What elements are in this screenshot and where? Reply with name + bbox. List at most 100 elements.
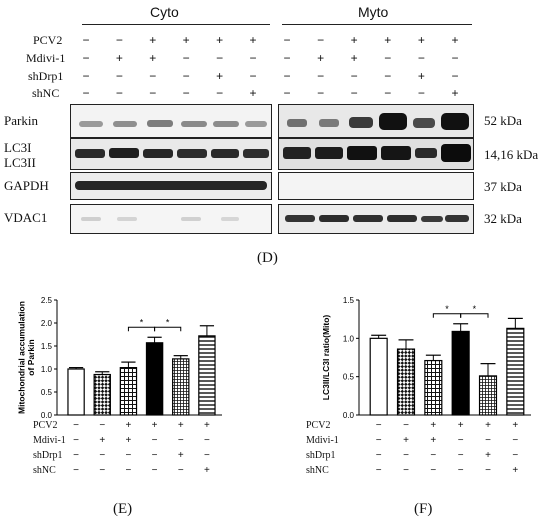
y-tick-label: 1.0 — [343, 334, 355, 343]
treatment-sign: + — [216, 69, 224, 83]
treatment-label-shdrp1: shDrp1 — [28, 69, 64, 83]
treatment-sign: − — [384, 51, 392, 65]
treatment-sign: + — [451, 33, 459, 47]
chart-e: 0.0 0.5 1.0 1.5 2.0 2.5 Mitochondrial accumula… — [0, 280, 275, 522]
panel-label-d: (D) — [257, 250, 278, 266]
treatment-sign: − — [249, 69, 257, 83]
treatment-sign: − — [82, 33, 90, 47]
treatment-sign: − — [73, 465, 79, 476]
treatment-sign: − — [375, 465, 382, 476]
treatment-label-mdivi1: Mdivi-1 — [26, 51, 66, 65]
treatment-sign: + — [350, 51, 358, 65]
significance-star: * — [473, 304, 477, 314]
treatment-sign: − — [182, 86, 190, 100]
y-tick-label: 0.5 — [343, 373, 355, 382]
treatment-sign: − — [115, 86, 123, 100]
band-image — [81, 217, 239, 221]
treatment-sign: − — [457, 435, 464, 446]
treatment-sign: − — [485, 465, 491, 476]
significance-bracket — [432, 313, 462, 318]
treatment-sign: − — [249, 51, 257, 65]
blot-strip-mito-parkin — [278, 104, 474, 138]
treatment-sign: + — [430, 420, 437, 431]
treatment-sign: − — [375, 420, 382, 431]
y-axis-label-line: Mitochondrial accumulation — [16, 301, 26, 414]
bar — [198, 335, 216, 416]
y-tick-label: 1.0 — [41, 365, 53, 374]
treatment-label: PCV2 — [33, 420, 58, 431]
treatment-label: Mdivi-1 — [33, 435, 66, 446]
treatment-sign: + — [177, 420, 184, 431]
treatment-sign: − — [73, 420, 79, 431]
treatment-sign: − — [82, 51, 90, 65]
treatment-sign: − — [151, 450, 158, 461]
treatment-sign: − — [350, 69, 358, 83]
blot-strip-mito-lc3 — [278, 138, 474, 170]
blot-strip-cyto-parkin — [70, 104, 272, 138]
treatment-sign: + — [451, 86, 459, 100]
treatment-sign: + — [317, 51, 325, 65]
treatment-sign: + — [485, 450, 491, 461]
blot-strip-cyto-vdac1 — [70, 204, 272, 234]
y-tick-label: 2.0 — [41, 319, 53, 328]
y-tick-label: 2.5 — [41, 296, 53, 305]
treatment-sign: − — [115, 69, 123, 83]
treatment-sign: + — [384, 33, 392, 47]
treatment-sign: + — [249, 33, 257, 47]
treatment-sign: − — [417, 51, 425, 65]
band-image — [285, 215, 469, 222]
blot-strip-cyto-lc3 — [70, 138, 272, 170]
row-label-lc3i: LC3I — [4, 140, 32, 155]
chart-f-svg: 0.0 0.5 1.0 1.5 LC3II/LC3I ratio(Mito) * * — [321, 296, 531, 420]
band-image — [75, 181, 267, 190]
chart-e-svg: 0.0 0.5 1.0 1.5 2.0 2.5 Mitochondrial accumula… — [16, 296, 222, 420]
mito-header-underline — [282, 24, 472, 25]
treatment-sign: − — [151, 435, 158, 446]
y-tick-label: 0.0 — [343, 411, 355, 420]
treatment-sign: + — [249, 86, 257, 100]
y-axis-label-line: of Parkin — [26, 339, 36, 375]
treatment-sign: + — [350, 33, 358, 47]
band-image — [75, 148, 269, 158]
treatment-sign: − — [149, 86, 157, 100]
treatment-sign: − — [350, 86, 358, 100]
treatment-sign: − — [216, 86, 224, 100]
bar — [172, 358, 190, 416]
treatment-sign: − — [485, 435, 491, 446]
bar — [119, 367, 138, 416]
significance-bracket — [460, 313, 489, 318]
treatment-sign: − — [317, 86, 325, 100]
treatment-label: shDrp1 — [33, 450, 63, 461]
treatment-sign: − — [99, 450, 106, 461]
treatment-sign: − — [430, 450, 437, 461]
treatment-sign: + — [125, 435, 132, 446]
bar — [424, 359, 443, 416]
band-image — [287, 113, 469, 130]
treatment-label: shNC — [306, 465, 329, 476]
y-axis-label: LC3II/LC3I ratio(Mito) — [321, 315, 331, 401]
treatment-sign: − — [82, 86, 90, 100]
significance-bracket — [154, 326, 182, 332]
treatment-label: Mdivi-1 — [306, 435, 339, 446]
blot-strip-mito-vdac1 — [278, 204, 474, 234]
treatment-sign: − — [203, 435, 210, 446]
treatment-sign: − — [151, 465, 158, 476]
treatment-sign: − — [375, 435, 382, 446]
row-label-lc3ii: LC3II — [4, 155, 36, 170]
mw-label-vdac1: 32 kDa — [484, 211, 522, 226]
treatment-label: shNC — [33, 465, 56, 476]
treatment-sign: − — [375, 450, 382, 461]
treatment-sign: − — [182, 51, 190, 65]
panel-label-e: (E) — [113, 501, 133, 517]
treatment-sign: − — [457, 465, 464, 476]
treatment-sign: + — [512, 420, 519, 431]
treatment-sign: + — [430, 435, 437, 446]
treatment-sign: − — [430, 465, 437, 476]
treatment-sign: + — [417, 33, 425, 47]
treatment-sign: − — [283, 86, 291, 100]
blot-strip-mito-gapdh — [278, 172, 474, 200]
blot-strip-cyto-gapdh — [70, 172, 272, 200]
treatment-sign: − — [125, 450, 132, 461]
chart-f: 0.0 0.5 1.0 1.5 LC3II/LC3I ratio(Mito) * * PCV… — [275, 280, 550, 522]
cyto-header-underline — [82, 24, 270, 25]
